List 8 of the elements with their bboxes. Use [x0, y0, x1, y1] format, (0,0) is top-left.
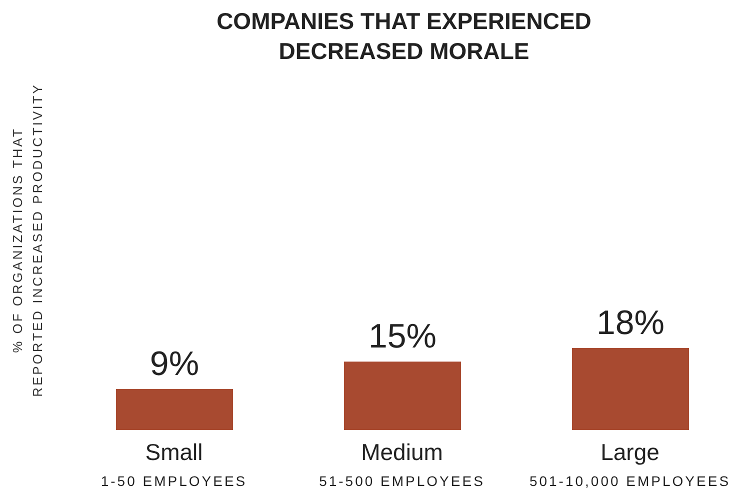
chart-title: COMPANIES THAT EXPERIENCED DECREASED MORALE [216, 7, 592, 66]
data-label: 15% [368, 318, 437, 356]
x-tick-label: Medium 51-500 EMPLOYEES [319, 439, 485, 489]
x-tick-label: Small 1-50 EMPLOYEES [100, 439, 248, 489]
x-tick-label: Large 501-10,000 EMPLOYEES [529, 439, 731, 489]
y-axis-title: % OF ORGANIZATIONS THAT REPORTED INCREASED PRODUCTIVITY [9, 83, 46, 397]
data-label: 9% [150, 345, 200, 383]
data-label: 18% [596, 304, 665, 342]
